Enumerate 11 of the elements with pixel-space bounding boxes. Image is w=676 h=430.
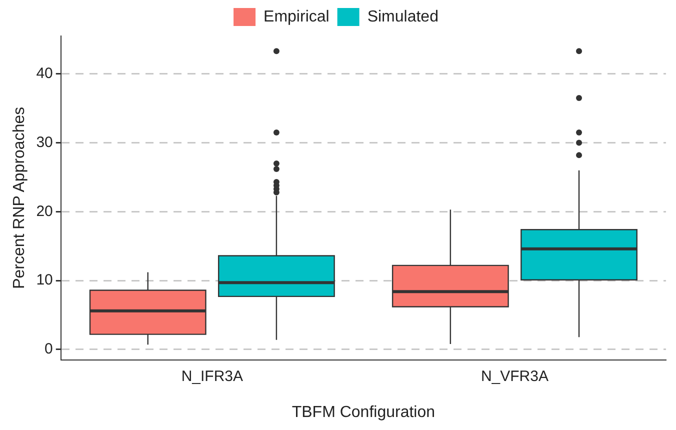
y-tick-label: 0 — [44, 340, 53, 358]
x-tick-label: N_IFR3A — [181, 368, 244, 385]
x-tick-label: N_VFR3A — [480, 368, 548, 385]
x-axis-title: TBFM Configuration — [292, 404, 436, 421]
y-tick-label: 10 — [36, 272, 53, 289]
legend-label: Empirical — [264, 8, 330, 26]
y-axis-title: Percent RNP Approaches — [11, 106, 28, 289]
y-tick-label: 40 — [36, 65, 53, 82]
legend-label: Simulated — [367, 8, 438, 26]
y-tick-label: 20 — [36, 202, 53, 220]
y-tick-label: 30 — [36, 134, 53, 151]
